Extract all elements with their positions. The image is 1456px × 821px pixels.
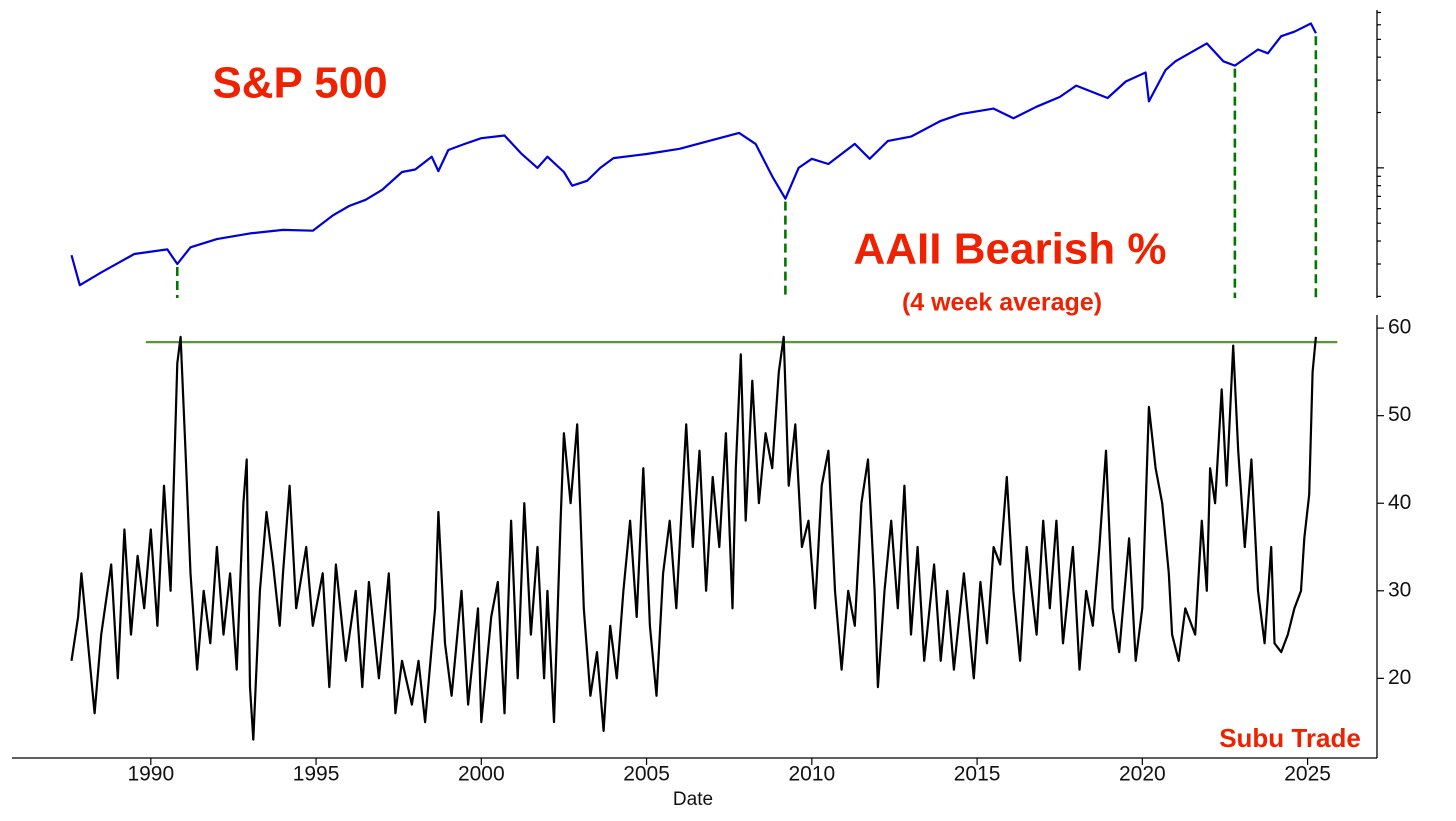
chart-subtitle: (4 week average): [902, 289, 1102, 317]
x-tick-label: 2025: [1284, 763, 1331, 786]
x-tick-label: 1990: [127, 763, 174, 786]
y-tick-label: 40: [1388, 491, 1411, 514]
x-axis-label: Date: [673, 789, 713, 810]
y-tick-label: 20: [1388, 666, 1411, 689]
x-tick-label: 2005: [623, 763, 670, 786]
x-tick-label: 2000: [458, 763, 505, 786]
y-tick-label: 50: [1388, 403, 1411, 426]
x-tick-label: 2015: [954, 763, 1001, 786]
data-line: [70, 22, 1317, 287]
x-tick-label: 2020: [1119, 763, 1166, 786]
y-tick-label: 60: [1388, 316, 1411, 339]
annotation: Subu Trade: [1219, 723, 1361, 753]
x-tick-label: 2010: [788, 763, 835, 786]
data-line: [70, 335, 1317, 741]
chart-title: AAII Bearish %: [854, 225, 1167, 274]
x-tick-label: 1995: [293, 763, 340, 786]
y-tick-label: 30: [1388, 578, 1411, 601]
chart-title: S&P 500: [212, 59, 387, 108]
